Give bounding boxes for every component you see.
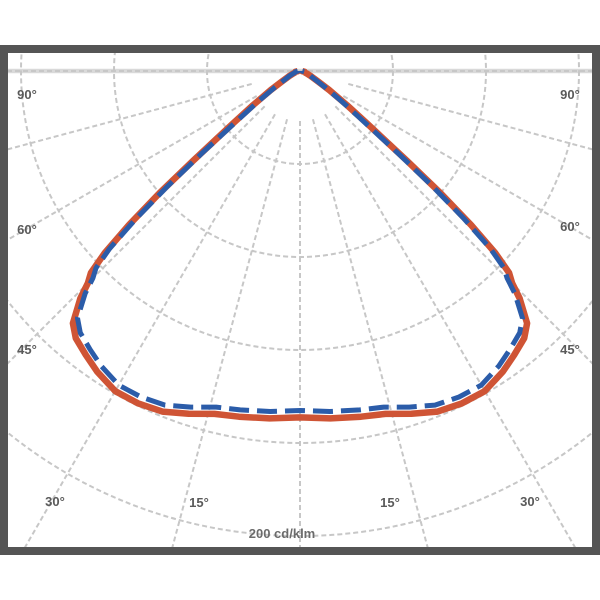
angle-ray: [342, 95, 592, 241]
angle-ray: [348, 82, 592, 151]
angle-label: 45°: [17, 342, 37, 357]
angle-label: 30°: [520, 494, 540, 509]
angle-ray: [311, 119, 429, 547]
unit-label: 200 cd/klm: [249, 526, 316, 541]
angle-label: 45°: [560, 342, 580, 357]
intensity-curve-blue: [75, 68, 525, 414]
angle-ray: [334, 105, 592, 365]
intensity-curves: [69, 67, 531, 422]
angle-label: 60°: [560, 219, 580, 234]
angle-label: 60°: [17, 222, 37, 237]
intensity-ring: [8, 431, 592, 537]
angle-ray: [8, 82, 252, 151]
angle-label: 15°: [189, 495, 209, 510]
angle-label: 90°: [17, 87, 37, 102]
plot-frame: [0, 45, 600, 555]
angle-label: 90°: [560, 87, 580, 102]
angle-ray: [8, 95, 258, 241]
angle-label: 15°: [380, 495, 400, 510]
intensity-ring: [20, 53, 580, 351]
angle-label: 30°: [45, 494, 65, 509]
angle-ray: [324, 113, 576, 547]
angle-labels: 90° 60° 45° 90° 60° 45° 30° 15° 15° 30°: [17, 87, 580, 510]
angle-ray: [24, 113, 276, 547]
